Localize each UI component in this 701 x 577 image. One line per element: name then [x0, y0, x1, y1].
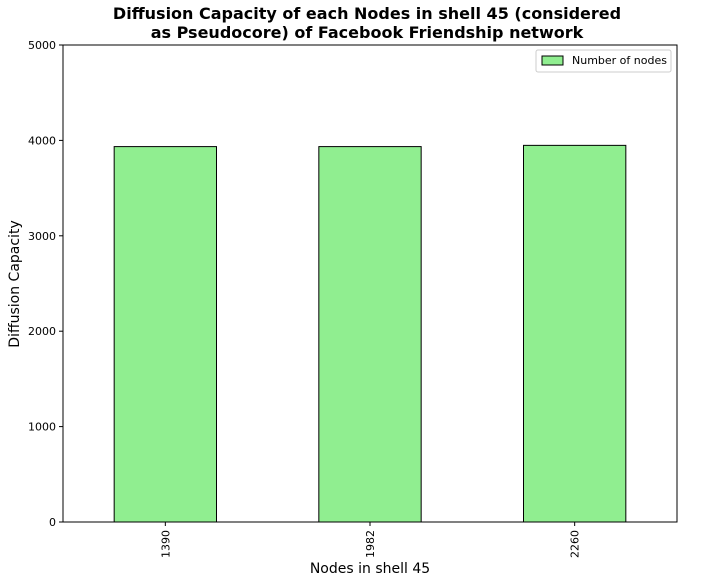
bar-1982	[318, 146, 422, 523]
x-axis-label: Nodes in shell 45	[310, 561, 430, 577]
y-tick-label: 5000	[28, 39, 56, 52]
x-tick-label: 1390	[159, 530, 172, 558]
y-tick-label: 4000	[28, 134, 56, 147]
chart-title: Diffusion Capacity of each Nodes in shel…	[113, 4, 621, 42]
y-axis-ticks: 0 1000 2000 3000 4000 5000	[28, 39, 63, 529]
x-axis-ticks: 1390 1982 2260	[159, 522, 582, 558]
x-tick-label: 2260	[569, 530, 582, 558]
plot-area-frame	[62, 44, 678, 523]
y-tick-label: 1000	[28, 421, 56, 434]
x-tick-label: 1982	[364, 530, 377, 558]
legend-swatch	[541, 55, 564, 66]
y-tick-label: 2000	[28, 325, 56, 338]
legend-label: Number of nodes	[572, 54, 667, 67]
legend: Number of nodes	[535, 49, 672, 73]
bars-group	[113, 144, 627, 523]
bar-2260	[523, 144, 627, 523]
chart-title-line-2: as Pseudocore) of Facebook Friendship ne…	[151, 23, 584, 42]
y-tick-label: 3000	[28, 230, 56, 243]
y-axis-label: Diffusion Capacity	[7, 220, 23, 347]
y-tick-label: 0	[49, 516, 56, 529]
legend-frame	[535, 49, 672, 73]
bar-1390	[113, 146, 217, 523]
chart-title-line-1: Diffusion Capacity of each Nodes in shel…	[113, 4, 621, 23]
